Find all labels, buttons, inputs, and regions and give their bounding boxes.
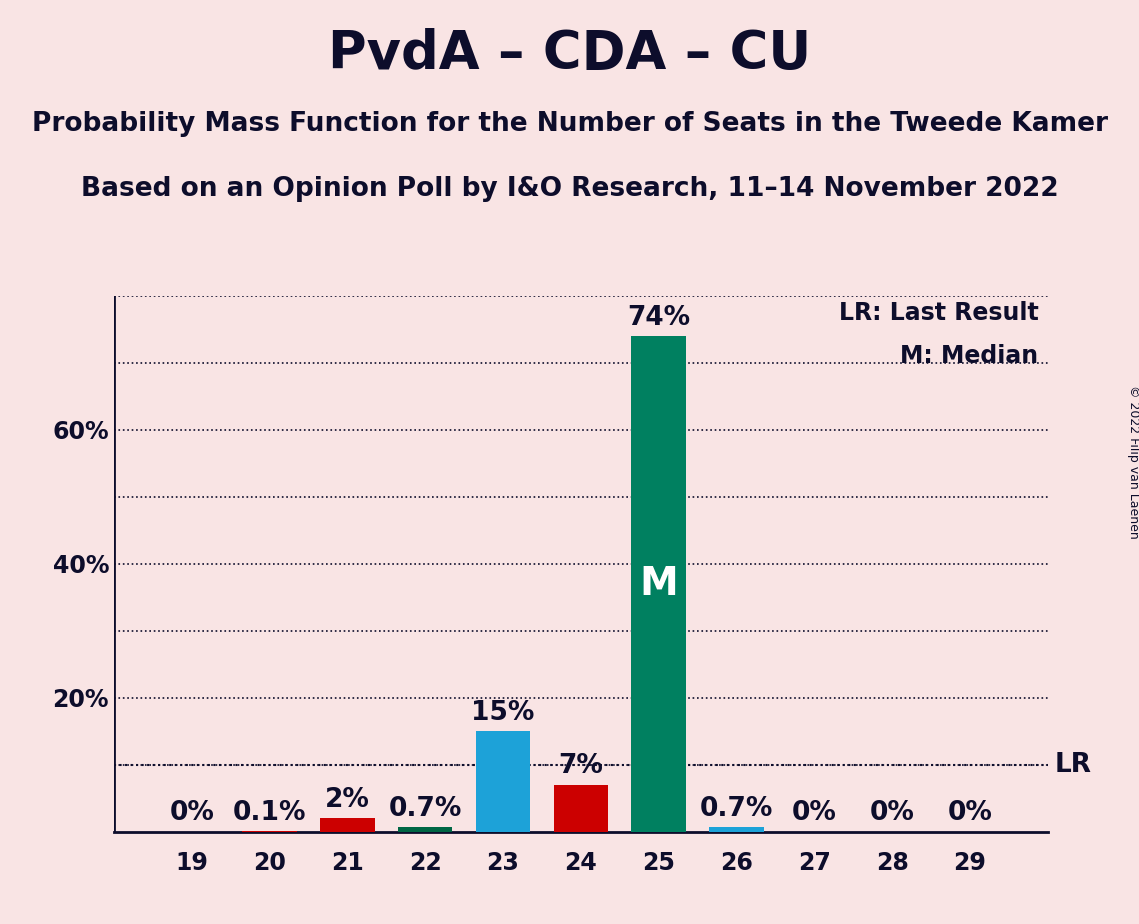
Bar [554,784,608,832]
Text: LR: Last Result: LR: Last Result [838,301,1039,325]
Text: 0.1%: 0.1% [232,799,306,825]
Text: 74%: 74% [628,305,690,331]
Text: 0%: 0% [948,800,992,826]
Text: PvdA – CDA – CU: PvdA – CDA – CU [328,28,811,79]
Text: 0.7%: 0.7% [388,796,462,821]
Text: M: M [639,565,678,602]
Text: 0.7%: 0.7% [699,796,773,821]
Bar [631,336,686,832]
Text: © 2022 Filip van Laenen: © 2022 Filip van Laenen [1126,385,1139,539]
Text: M: Median: M: Median [901,344,1039,368]
Text: 0%: 0% [870,800,915,826]
Bar [320,819,375,832]
Text: 2%: 2% [325,787,370,813]
Text: 15%: 15% [472,699,534,725]
Text: LR: LR [1055,751,1092,778]
Text: 7%: 7% [558,753,604,779]
Text: 0%: 0% [792,800,837,826]
Bar [710,827,764,832]
Bar [476,731,531,832]
Text: Probability Mass Function for the Number of Seats in the Tweede Kamer: Probability Mass Function for the Number… [32,111,1107,137]
Bar [398,827,452,832]
Text: Based on an Opinion Poll by I&O Research, 11–14 November 2022: Based on an Opinion Poll by I&O Research… [81,176,1058,201]
Text: 0%: 0% [170,800,214,826]
